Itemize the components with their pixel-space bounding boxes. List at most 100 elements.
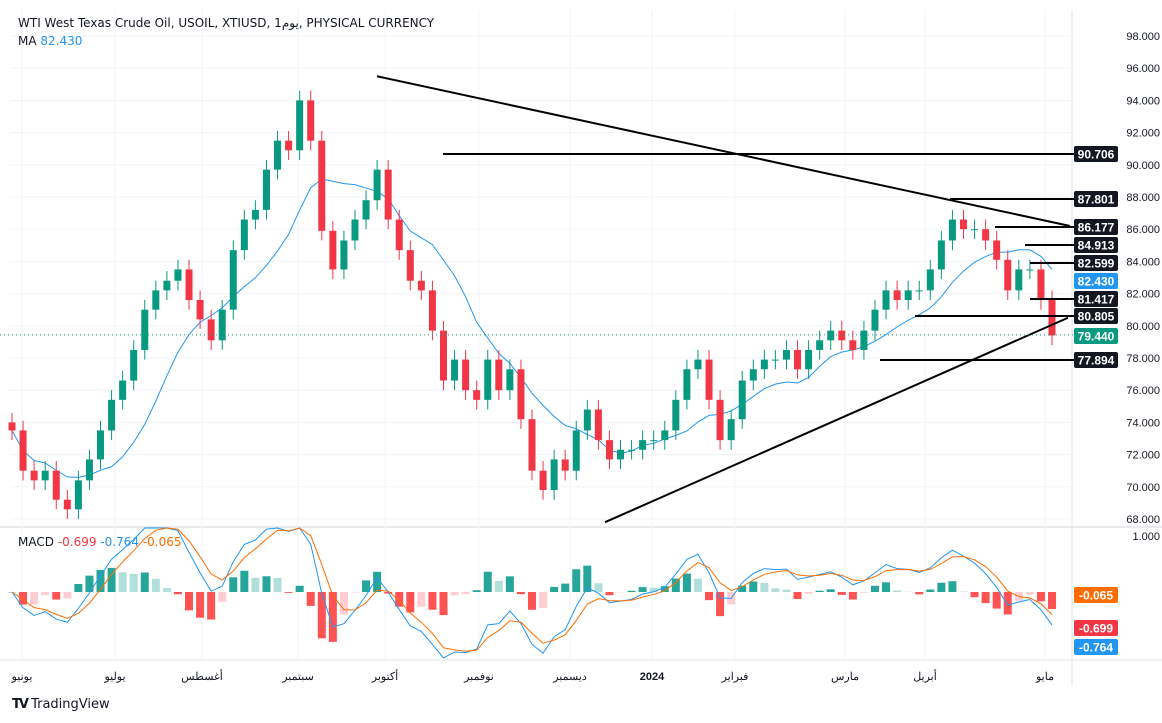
- macd-histogram-bar: [682, 573, 691, 592]
- macd-histogram-bar: [373, 571, 382, 592]
- candle-body: [948, 219, 956, 241]
- candle-body: [495, 359, 503, 391]
- candle-body: [74, 480, 82, 510]
- macd-histogram-bar: [63, 592, 72, 599]
- candle-body: [163, 280, 171, 291]
- candle-body: [506, 369, 514, 391]
- macd-histogram-bar: [96, 570, 105, 592]
- level-price-tag: 80.805: [1078, 310, 1115, 324]
- candle-body: [19, 430, 27, 471]
- price-tick-label: 68.000: [1126, 514, 1160, 526]
- macd-histogram-bar: [837, 592, 846, 595]
- macd-histogram-bar: [74, 584, 83, 592]
- price-tick-label: 90.000: [1126, 160, 1160, 172]
- ma-price-tag-bg: [1074, 273, 1118, 289]
- candle-body: [539, 470, 547, 491]
- time-label: 2024: [640, 671, 665, 683]
- macd-histogram-bar: [450, 592, 459, 596]
- macd-histogram-bar: [472, 590, 481, 592]
- candle-body: [683, 369, 691, 400]
- candle-body: [838, 330, 846, 341]
- macd-histogram-bar: [185, 592, 194, 611]
- macd-histogram-bar: [151, 578, 160, 592]
- macd-histogram-bar: [229, 577, 238, 592]
- candle-body: [274, 140, 282, 170]
- candle-body: [816, 340, 824, 350]
- macd-histogram-bar: [395, 592, 404, 607]
- macd-signal-tag-bg: [1074, 639, 1118, 655]
- candle-body: [240, 219, 248, 251]
- price-tick-label: 86.000: [1126, 224, 1160, 236]
- macd-histogram-bar: [417, 592, 426, 607]
- time-label: ديسمبر: [552, 671, 587, 683]
- macd-histogram-bar: [893, 590, 902, 592]
- candle-body: [694, 359, 702, 370]
- candle-body: [738, 380, 746, 420]
- tradingview-logo[interactable]: 𝗧𝗩 TradingView: [12, 697, 110, 712]
- price-tick-label: 92.000: [1126, 128, 1160, 140]
- macd-histogram-bar: [30, 592, 39, 605]
- macd-histogram-bar: [804, 592, 813, 594]
- price-tick-label: 82.000: [1126, 289, 1160, 301]
- level-price-tag-bg: [1074, 352, 1118, 368]
- macd-histogram-bar: [760, 582, 769, 592]
- macd-hist-tag-bg: [1074, 587, 1118, 603]
- macd-histogram-bar: [937, 582, 946, 592]
- time-label: أكتوبر: [371, 669, 398, 683]
- price-tick-label: 94.000: [1126, 95, 1160, 107]
- candle-body: [1004, 259, 1012, 291]
- macd-histogram-bar: [439, 592, 448, 616]
- trendline-up: [604, 316, 1069, 524]
- macd-histogram-bar: [594, 583, 603, 592]
- macd-histogram-bar: [1048, 592, 1056, 610]
- macd-histogram-bar: [539, 592, 548, 608]
- macd-histogram-bar: [173, 592, 182, 595]
- level-price-tag: 77.894: [1078, 354, 1115, 368]
- candle-body: [661, 430, 669, 441]
- macd-histogram-bar: [339, 592, 348, 615]
- candle-body: [262, 169, 270, 210]
- macd-histogram-bar: [218, 592, 227, 602]
- candle-body: [716, 399, 724, 441]
- candle-body: [672, 399, 680, 431]
- macd-histogram-bar: [85, 575, 94, 592]
- candle-body: [617, 449, 625, 460]
- price-tick-label: 80.000: [1126, 321, 1160, 333]
- candle-body: [937, 240, 945, 270]
- candle-body: [307, 100, 315, 141]
- macd-histogram-bar: [782, 589, 791, 592]
- candle-body: [97, 430, 105, 460]
- candle-body: [794, 349, 802, 370]
- candle-body: [395, 219, 403, 251]
- candle-body: [805, 349, 813, 370]
- level-price-tag: 90.706: [1078, 148, 1115, 162]
- macd-histogram-bar: [284, 592, 293, 593]
- candle-body: [528, 419, 536, 471]
- ma-value: 82.430: [40, 34, 83, 48]
- last-price-tag: 79.440: [1078, 330, 1115, 344]
- macd-histogram-bar: [638, 587, 647, 592]
- price-tick-label: 70.000: [1126, 482, 1160, 494]
- macd-histogram-bar: [981, 592, 990, 604]
- candle-body: [30, 470, 38, 481]
- macd-histogram-bar: [528, 592, 536, 610]
- candle-body: [550, 459, 558, 491]
- signal-line: [11, 527, 1053, 652]
- macd-histogram-bar: [1025, 592, 1034, 595]
- macd-histogram-bar: [793, 592, 802, 600]
- macd-histogram-bar: [317, 592, 326, 639]
- candle-body: [650, 440, 658, 442]
- candle-body: [119, 380, 127, 400]
- macd-histogram-bar: [328, 592, 337, 642]
- level-price-tag-bg: [1074, 291, 1118, 307]
- price-tick-label: 78.000: [1126, 353, 1160, 365]
- candle-body: [174, 269, 182, 281]
- candle-body: [462, 359, 470, 391]
- macd-histogram-bar: [693, 578, 702, 592]
- macd-histogram-bar: [738, 585, 747, 592]
- macd-signal-tag: -0.764: [1079, 641, 1113, 655]
- last-price-tag-bg: [1074, 328, 1118, 344]
- macd-hist-tag: -0.065: [1079, 589, 1113, 603]
